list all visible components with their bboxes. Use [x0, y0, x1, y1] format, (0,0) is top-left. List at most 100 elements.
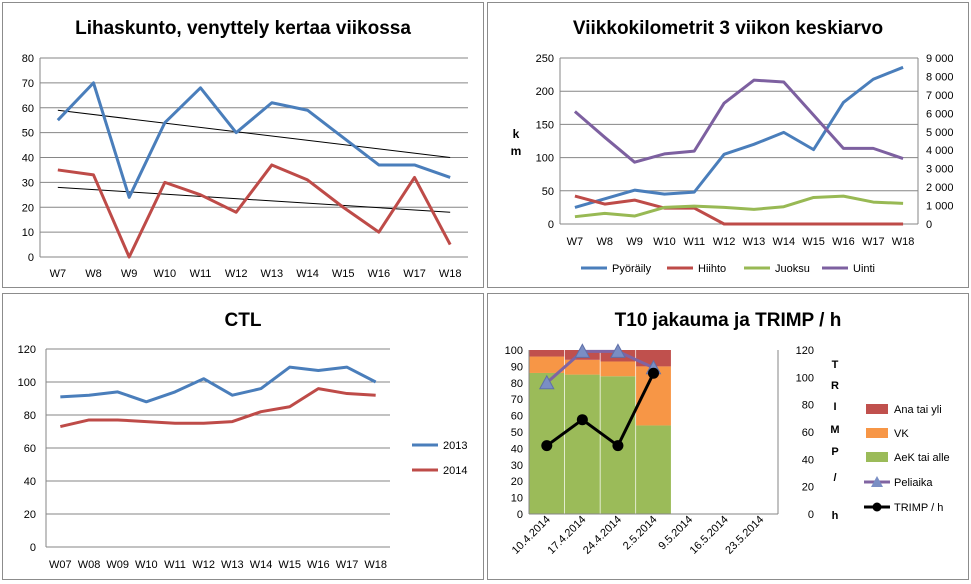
y-tick-label: 100	[536, 153, 554, 165]
x-tick-label: W16	[368, 268, 391, 280]
marker-triangle	[538, 374, 555, 390]
y-tick-label: 0	[548, 219, 554, 231]
marker-triangle	[574, 343, 591, 358]
x-tick-label: W13	[743, 236, 766, 248]
x-tick-label: W10	[154, 268, 177, 280]
y2-tick-label: 6 000	[926, 108, 954, 120]
y-axis-label: k	[513, 127, 520, 141]
x-tick-label: W9	[121, 268, 138, 280]
marker-dot	[612, 440, 624, 452]
x-tick-label: W18	[364, 559, 387, 571]
x-tick-label: W15	[278, 559, 301, 571]
chart-title-t10: T10 jakauma ja TRIMP / h	[615, 310, 842, 331]
y2-tick-label: 60	[802, 427, 814, 439]
bar-segment	[564, 374, 600, 514]
trend-line	[57, 186, 451, 213]
chart-title-strength: Lihaskunto, venyttely kertaa viikossa	[75, 18, 411, 39]
marker-dot	[576, 414, 588, 426]
x-tick-label: W11	[190, 268, 212, 280]
y2-tick-label: 0	[808, 509, 814, 521]
y-tick-label: 60	[511, 411, 523, 423]
y2-tick-label: 5 000	[926, 127, 954, 139]
marker-triangle	[610, 343, 626, 358]
y2-tick-label: 80	[802, 400, 814, 412]
legend-label: 2014	[443, 465, 467, 477]
series-line-hiihto	[574, 194, 904, 226]
y-tick-label: 120	[18, 344, 36, 356]
legend-swatch	[866, 404, 888, 414]
chart-strength: 0 10 20 30 40 50 60 70 80 W7 W8 W9 W10 W11 W12 W13 W14 W1…	[22, 53, 468, 280]
x-tick-label: W8	[597, 236, 614, 248]
trend-line	[57, 109, 451, 158]
x-tick-label: W09	[106, 559, 129, 571]
y2-tick-label: 40	[802, 454, 814, 466]
y-tick-label: 250	[536, 53, 554, 65]
y-axis-label: m	[511, 144, 522, 158]
series-line-2013	[60, 365, 377, 404]
y-tick-label: 20	[24, 509, 36, 521]
series-line-Peliaika	[545, 349, 655, 384]
y-tick-label: 60	[24, 443, 36, 455]
x-tick-label: W12	[192, 559, 215, 571]
series-line-2014	[59, 387, 376, 429]
y2-axis-label: /	[833, 472, 836, 484]
y-tick-label: 150	[536, 119, 554, 131]
x-tick-label: W07	[49, 559, 72, 571]
y-tick-label: 60	[22, 103, 34, 115]
legend-label: Juoksu	[775, 263, 810, 275]
series-line-1	[56, 81, 451, 199]
y-tick-label: 20	[22, 202, 34, 214]
y2-axis-label: R	[831, 380, 839, 392]
marker-dot	[648, 367, 659, 379]
x-tick-label: W13	[261, 268, 284, 280]
series-line-TRIMP / h	[545, 372, 655, 448]
x-tick-label: W11	[164, 559, 186, 571]
x-tick-label: W7	[567, 236, 584, 248]
series-line-2	[57, 163, 452, 259]
y-tick-label: 0	[30, 542, 36, 554]
y2-tick-label: 3 000	[926, 164, 954, 176]
chart-title-distance: Viikkokilometrit 3 viikon keskiarvo	[573, 18, 883, 39]
y2-tick-label: 2 000	[926, 182, 954, 194]
y2-tick-label: 1 000	[926, 201, 954, 213]
legend-label: Hiihto	[698, 263, 726, 275]
y-tick-label: 100	[18, 377, 36, 389]
y2-tick-label: 0	[926, 219, 932, 231]
y-tick-label: 0	[517, 509, 523, 521]
y2-tick-label: 7 000	[926, 90, 954, 102]
x-tick-label: W15	[802, 236, 825, 248]
y-tick-label: 10	[22, 227, 34, 239]
legend-marker	[871, 476, 883, 487]
x-tick-label: W17	[403, 268, 426, 280]
x-tick-label: W17	[336, 559, 359, 571]
y2-tick-label: 9 000	[926, 53, 954, 65]
legend-label: VK	[894, 428, 909, 440]
y2-tick-label: 120	[796, 345, 814, 357]
y2-axis-label: h	[832, 510, 839, 522]
x-tick-label: W14	[772, 236, 795, 248]
x-tick-label: W18	[892, 236, 915, 248]
x-tick-label: W10	[653, 236, 676, 248]
y-tick-label: 50	[22, 128, 34, 140]
x-tick-label: W16	[307, 559, 330, 571]
y-tick-label: 40	[24, 476, 36, 488]
y2-tick-label: 4 000	[926, 145, 954, 157]
y-tick-label: 30	[511, 460, 523, 472]
y2-axis-label: T	[832, 359, 839, 371]
y-tick-label: 80	[22, 53, 34, 65]
y-tick-label: 70	[511, 394, 523, 406]
x-tick-label: W13	[221, 559, 244, 571]
legend-label: Pyöräily	[612, 263, 652, 275]
chart-ctl: 0 20 40 60 80 100 120 W07 W08 W09 W10 W11 W12 W13 W14 W…	[18, 344, 468, 571]
x-tick-label: W08	[78, 559, 101, 571]
marker-dot	[541, 440, 553, 452]
series-line-uinti	[573, 78, 904, 164]
x-tick-label: W11	[683, 236, 705, 248]
x-tick-label: W12	[713, 236, 736, 248]
legend-label: Peliaika	[894, 477, 933, 489]
x-tick-label: W12	[225, 268, 248, 280]
y-tick-label: 200	[536, 86, 554, 98]
x-tick-label: W8	[85, 268, 102, 280]
bar-segment	[636, 425, 671, 514]
chart-title-ctl: CTL	[225, 310, 262, 331]
